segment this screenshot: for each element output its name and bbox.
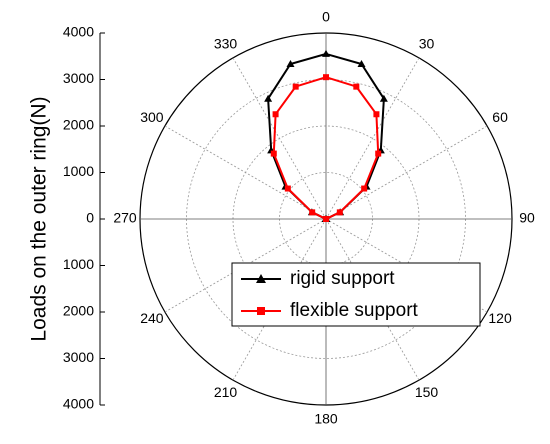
angle-label: 90 <box>519 210 535 226</box>
angle-label: 60 <box>492 109 508 125</box>
y-tick-label: 2000 <box>63 303 94 319</box>
marker <box>264 94 273 102</box>
angle-label: 210 <box>214 384 238 400</box>
marker <box>270 150 277 157</box>
marker <box>292 83 299 90</box>
y-tick-label: 1000 <box>63 163 94 179</box>
marker <box>323 216 329 222</box>
legend-label: flexible support <box>290 300 419 321</box>
y-axis-title: Loads on the outer ring(N) <box>28 96 51 341</box>
y-tick-label: 4000 <box>63 396 94 412</box>
marker <box>272 111 279 118</box>
legend-marker <box>257 307 265 315</box>
marker <box>286 59 295 67</box>
marker <box>284 185 291 192</box>
legend: rigid support flexible support <box>231 262 481 327</box>
angle-label: 270 <box>113 210 137 226</box>
marker <box>357 59 366 67</box>
legend-marker <box>256 274 266 283</box>
marker <box>323 74 329 81</box>
y-tick-label: 3000 <box>63 349 94 365</box>
marker <box>361 185 368 192</box>
y-tick-label: 2000 <box>63 117 94 133</box>
y-tick-label: 1000 <box>63 256 94 272</box>
angle-label: 180 <box>314 411 338 427</box>
y-tick-label: 0 <box>86 210 94 226</box>
marker <box>373 111 380 118</box>
spoke <box>325 125 488 220</box>
legend-box <box>231 262 481 327</box>
spoke <box>325 57 420 220</box>
legend-label: rigid support <box>290 268 395 289</box>
angle-label: 330 <box>214 36 238 52</box>
angle-label: 0 <box>322 9 330 25</box>
spoke <box>232 57 327 220</box>
marker <box>379 94 388 102</box>
y-tick-label: 4000 <box>63 24 94 40</box>
y-tick-label: 3000 <box>63 70 94 86</box>
angle-label: 240 <box>140 310 164 326</box>
angle-label: 120 <box>488 310 512 326</box>
spoke <box>164 125 327 220</box>
angle-label: 300 <box>140 109 164 125</box>
angle-label: 30 <box>419 36 435 52</box>
marker <box>353 83 360 90</box>
marker <box>322 49 330 57</box>
marker <box>375 150 382 157</box>
marker <box>309 209 316 216</box>
marker <box>336 209 343 216</box>
angle-label: 150 <box>415 384 439 400</box>
